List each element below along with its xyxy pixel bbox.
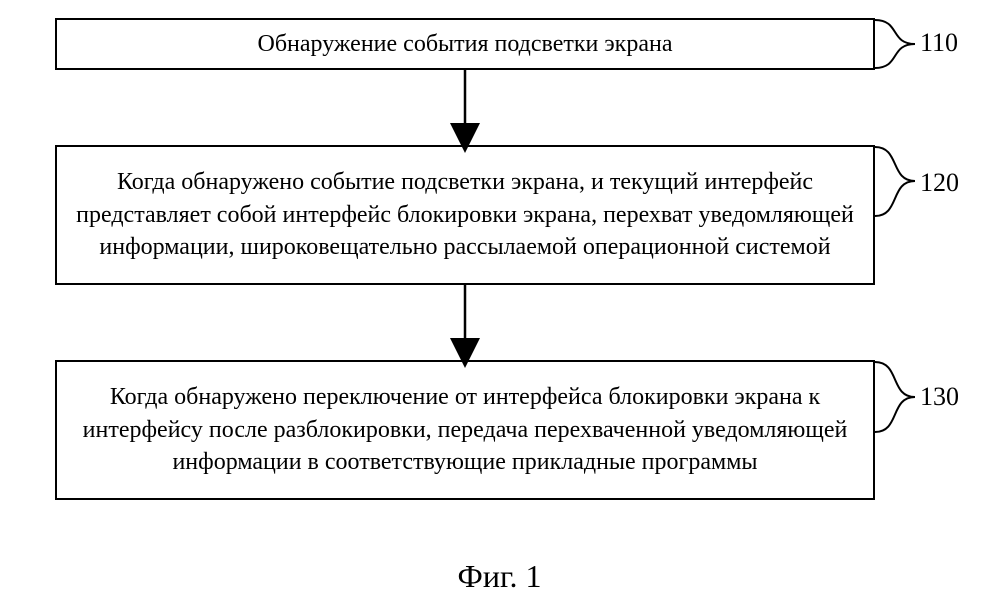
brace-120 — [875, 147, 915, 216]
flow-node-label-110: 110 — [920, 28, 958, 58]
flow-node-120: Когда обнаружено событие подсветки экран… — [55, 145, 875, 285]
flow-node-text: Когда обнаружено событие подсветки экран… — [67, 166, 863, 263]
connector-overlay — [0, 0, 999, 608]
flowchart-canvas: Обнаружение события подсветки экрана 110… — [0, 0, 999, 608]
flow-node-label-130: 130 — [920, 382, 959, 412]
figure-caption: Фиг. 1 — [0, 558, 999, 595]
brace-110 — [875, 20, 915, 68]
flow-node-110: Обнаружение события подсветки экрана — [55, 18, 875, 70]
flow-node-130: Когда обнаружено переключение от интерфе… — [55, 360, 875, 500]
flow-node-text: Когда обнаружено переключение от интерфе… — [67, 381, 863, 478]
flow-node-label-120: 120 — [920, 168, 959, 198]
brace-130 — [875, 362, 915, 432]
flow-node-text: Обнаружение события подсветки экрана — [258, 28, 673, 60]
